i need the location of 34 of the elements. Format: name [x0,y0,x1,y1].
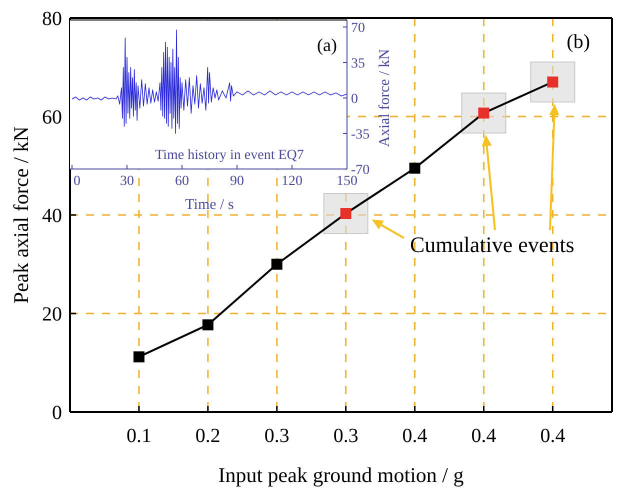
y-tick-label: 20 [42,304,62,326]
x-tick-label: 120 [282,174,302,189]
y2-axis-title: Axial force / kN [377,48,393,147]
x-tick-label: 60 [175,174,189,189]
x-axis-title: Input peak ground motion / g [218,463,464,487]
y2-tick-label: -35 [351,127,370,142]
x-tick-label: 0.4 [540,425,566,447]
line-series [72,30,348,134]
point [271,258,282,270]
y-tick-label: 0 [52,402,62,424]
point [202,319,214,330]
y-tick-label: 40 [42,205,62,227]
annotation: Cumulative events [410,232,574,257]
y-axis-title: Peak axial force / kN [9,126,33,304]
annotation: (b) [566,31,590,53]
y2-tick-label: 0 [351,92,358,107]
point [133,351,144,362]
x-tick-label: 0.3 [333,425,358,447]
point [409,162,420,174]
y2-tick-label: 35 [351,56,365,72]
x-tick-label: 0.3 [264,425,290,447]
y-tick-label: 80 [42,8,62,30]
x-tick-label: 0.2 [195,425,220,447]
x-tick-label: 0 [74,174,80,189]
y2-tick-label: 70 [351,20,365,36]
annotation: Time history in event EQ7 [155,148,304,163]
x-tick-label: 0.1 [126,425,152,447]
x-tick-label: 0.4 [471,425,496,447]
y-tick-label: 60 [42,106,62,128]
annotation: (a) [317,35,337,55]
x-tick-label: 30 [120,174,134,189]
x-tick-label: 0.4 [402,425,428,447]
x-tick-label: 90 [230,174,244,189]
x-axis-title: Time / s [185,197,234,213]
